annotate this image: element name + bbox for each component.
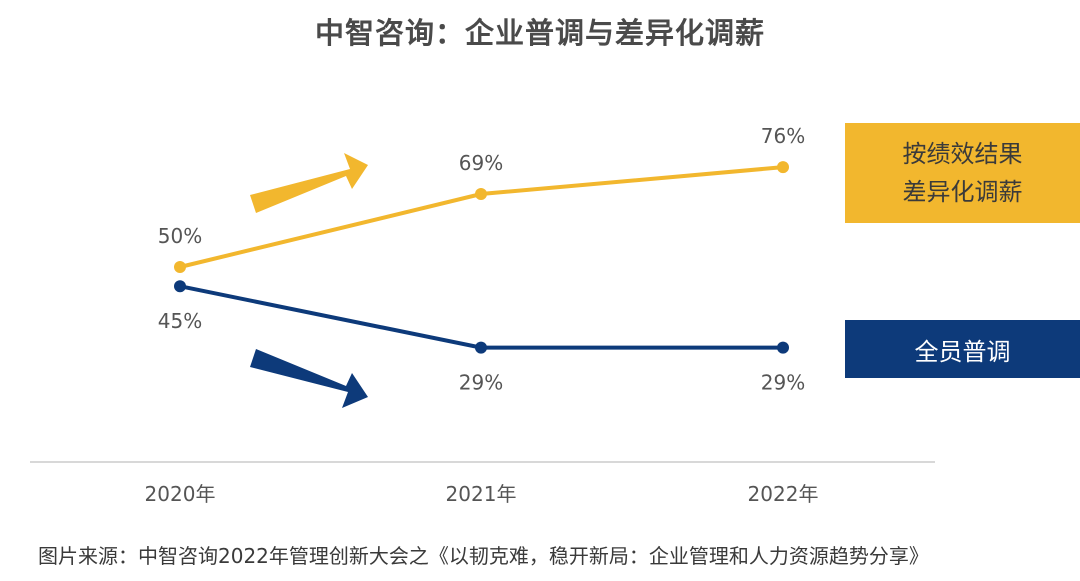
data-point-1-1 <box>475 341 487 354</box>
data-label-0-1: 69% <box>459 151 503 175</box>
data-label-1-0: 45% <box>158 309 202 333</box>
series-line-0 <box>179 165 784 269</box>
data-point-0-0 <box>174 261 186 273</box>
data-label-0-0: 50% <box>158 224 202 248</box>
x-tick-label: 2021年 <box>446 482 517 506</box>
data-label-1-2: 29% <box>761 371 805 395</box>
data-label-1-1: 29% <box>459 371 503 395</box>
source-note: 图片来源：中智咨询2022年管理创新大会之《以韧克难，稳开新局：企业管理和人力资… <box>38 544 929 568</box>
x-tick-label: 2022年 <box>748 482 819 506</box>
down-trend-arrow <box>250 349 368 408</box>
legend-performance-line-2: 差异化调薪 <box>902 178 1023 206</box>
legend-across-the-board: 全员普调 <box>845 320 1080 378</box>
data-point-1-0 <box>174 280 186 293</box>
data-label-0-2: 76% <box>761 124 805 148</box>
up-trend-arrow <box>250 153 368 213</box>
series-line-1 <box>179 284 783 350</box>
legend-performance-based: 按绩效结果 差异化调薪 <box>845 123 1080 223</box>
data-point-0-2 <box>777 161 789 174</box>
data-point-0-1 <box>475 188 487 201</box>
chart-title: 中智咨询：企业普调与差异化调薪 <box>314 16 765 50</box>
legend-performance-line-1: 按绩效结果 <box>902 140 1023 168</box>
x-tick-label: 2020年 <box>145 482 216 506</box>
data-point-1-2 <box>777 341 789 354</box>
legend-across-board-label: 全员普调 <box>914 337 1011 366</box>
